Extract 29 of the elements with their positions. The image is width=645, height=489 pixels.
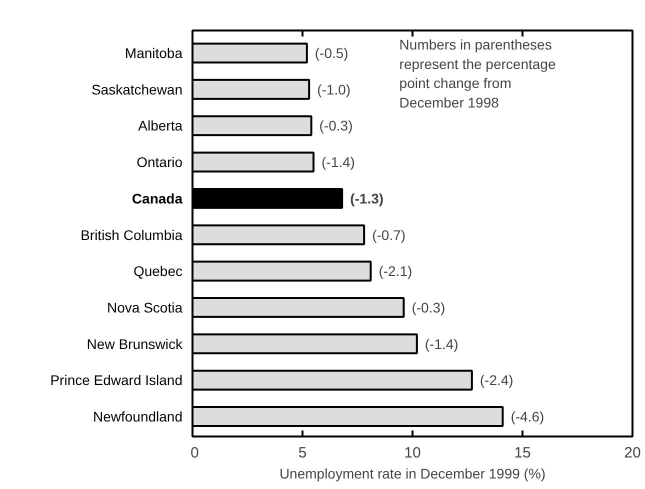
y-tick-label: Newfoundland: [92, 408, 183, 425]
annotation: Numbers in parentheses represent the percentage point change from December 1998: [399, 36, 556, 110]
y-tick-label: British Columbia: [80, 226, 183, 243]
y-tick-label: Quebec: [133, 263, 183, 280]
y-tick-label: New Brunswick: [86, 336, 184, 352]
annotation: (-1.4): [424, 336, 458, 352]
annotation: (-0.5): [314, 45, 348, 62]
x-tick-label: 20: [624, 444, 641, 462]
annotation: (-2.4): [480, 372, 514, 388]
x-tick-label: 0: [190, 444, 199, 462]
x-tick-label: 10: [404, 444, 421, 462]
annotation: (-1.3): [350, 190, 384, 206]
x-tick-label: 5: [298, 444, 307, 462]
annotation: (-0.7): [372, 226, 406, 243]
annotation: (-2.1): [378, 263, 412, 280]
x-tick-label: 15: [514, 444, 531, 462]
y-tick-label: Nova Scotia: [107, 299, 183, 316]
annotation: (-0.3): [319, 118, 353, 134]
y-tick-label: Manitoba: [124, 45, 183, 62]
x-axis-title: Unemployment rate in December 1999 (%): [279, 466, 546, 482]
y-tick-label: Saskatchewan: [91, 81, 183, 98]
y-tick-label: Canada: [132, 190, 183, 206]
annotation: (-4.6): [510, 408, 544, 425]
y-tick-label: Ontario: [136, 154, 183, 170]
y-tick-label: Prince Edward Island: [50, 372, 183, 388]
annotation: (-1.0): [317, 81, 351, 98]
annotation: (-1.4): [322, 154, 355, 170]
annotation: (-0.3): [412, 299, 446, 316]
y-tick-label: Alberta: [138, 118, 183, 134]
